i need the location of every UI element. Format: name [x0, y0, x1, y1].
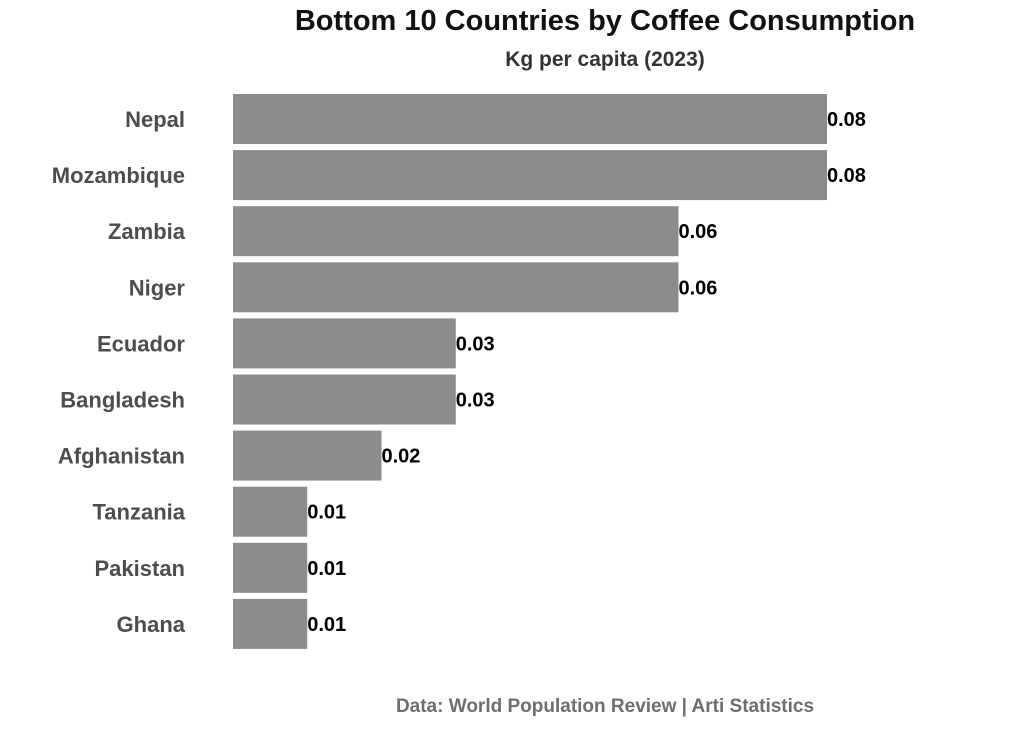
value-labels-group: 0.08 0.08 0.06 0.06 0.03 0.03 0.02 0.01 0.01 0.01	[307, 109, 866, 636]
category-label-bangladesh: Bangladesh	[60, 388, 185, 413]
bar-pakistan	[233, 542, 308, 593]
category-label-zambia: Zambia	[108, 219, 186, 244]
chart-caption: Data: World Population Review | Arti Sta…	[395, 696, 815, 717]
chart-title: Bottom 10 Countries by Coffee Consumptio…	[294, 5, 916, 37]
value-label-zambia: 0.06	[679, 221, 718, 243]
value-label-ghana: 0.01	[307, 614, 346, 636]
bar-nepal	[233, 94, 827, 144]
bar-zambia	[233, 206, 679, 257]
bar-mozambique	[233, 150, 827, 201]
value-label-nepal: 0.08	[827, 109, 866, 131]
bar-afghanistan	[233, 430, 382, 481]
value-label-afghanistan: 0.02	[382, 446, 421, 468]
bar-ghana	[233, 598, 308, 649]
bar-bangladesh	[233, 374, 456, 425]
value-label-tanzania: 0.01	[307, 502, 346, 524]
category-label-mozambique: Mozambique	[52, 163, 185, 188]
category-label-ghana: Ghana	[117, 612, 186, 637]
bars-group	[233, 94, 827, 649]
category-label-ecuador: Ecuador	[97, 331, 185, 356]
chart-subtitle: Kg per capita (2023)	[505, 48, 705, 71]
value-label-bangladesh: 0.03	[456, 390, 495, 412]
category-label-tanzania: Tanzania	[92, 500, 185, 525]
value-label-niger: 0.06	[679, 277, 718, 299]
bar-tanzania	[233, 486, 308, 537]
category-label-niger: Niger	[129, 275, 186, 300]
bar-ecuador	[233, 318, 456, 369]
value-label-ecuador: 0.03	[456, 333, 495, 355]
category-labels-group: Nepal Mozambique Zambia Niger Ecuador Banglad…	[52, 107, 186, 637]
value-label-mozambique: 0.08	[827, 165, 866, 187]
category-label-afghanistan: Afghanistan	[58, 444, 185, 469]
category-label-nepal: Nepal	[125, 107, 185, 132]
bar-niger	[233, 262, 679, 313]
value-label-pakistan: 0.01	[307, 558, 346, 580]
category-label-pakistan: Pakistan	[95, 556, 186, 581]
